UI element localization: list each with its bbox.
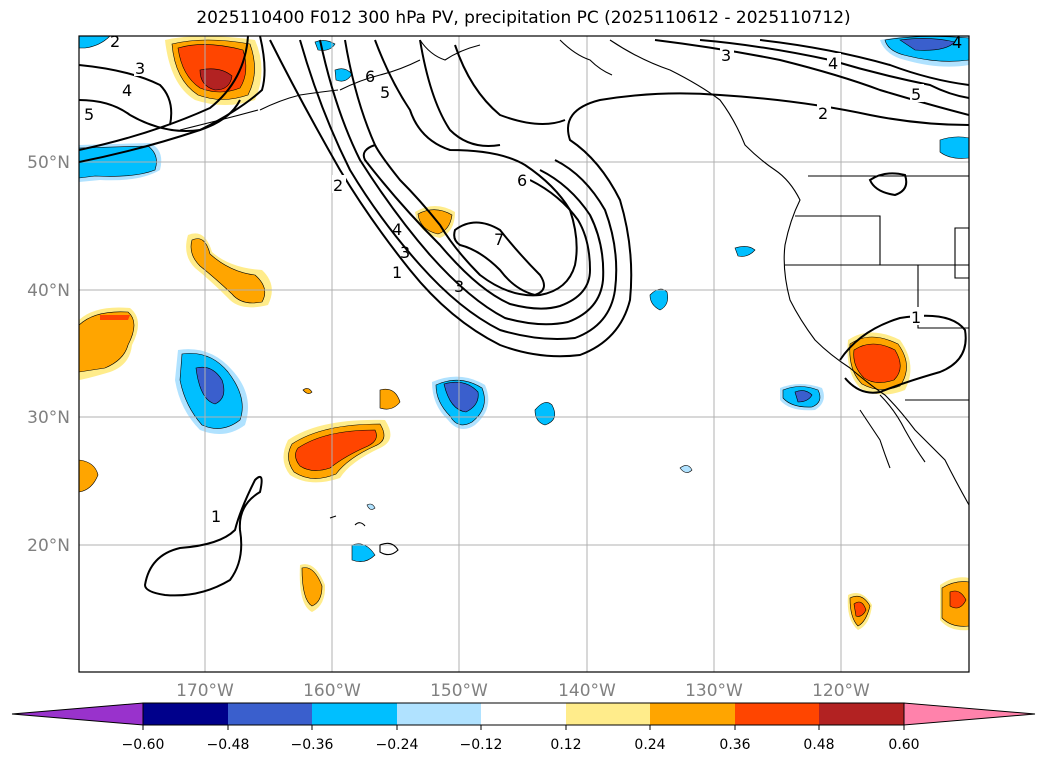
lon-label: 130°W — [685, 681, 743, 701]
contour-label: 4 — [952, 33, 962, 52]
colorbar-tick-label: −0.60 — [122, 737, 165, 753]
contour-label: 4 — [828, 54, 838, 73]
lon-label: 170°W — [176, 681, 234, 701]
colorbar: −0.60 −0.48 −0.36 −0.24 −0.12 0.12 0.24 … — [11, 702, 1036, 753]
contour-label: 2 — [110, 32, 120, 51]
lon-label: 140°W — [558, 681, 616, 701]
colorbar-segment — [143, 703, 228, 725]
contour-label: 2 — [818, 104, 828, 123]
contour-label: 4 — [122, 81, 132, 100]
pv-contours — [79, 36, 969, 597]
colorbar-tick-label: 0.48 — [803, 737, 834, 753]
latitude-labels: 50°N 40°N 30°N 20°N — [27, 153, 70, 556]
colorbar-segment — [397, 703, 481, 725]
contour-label: 1 — [911, 308, 921, 327]
lat-label: 40°N — [27, 281, 70, 301]
colorbar-extend-high — [903, 702, 1036, 726]
colorbar-tick-label: 0.24 — [634, 737, 665, 753]
coastlines — [179, 39, 969, 556]
colorbar-tick-label: 0.36 — [719, 737, 750, 753]
colorbar-segment — [735, 703, 819, 725]
contour-label: 3 — [135, 59, 145, 78]
lon-label: 160°W — [303, 681, 361, 701]
colorbar-segment — [819, 703, 904, 725]
colorbar-segment — [481, 703, 566, 725]
contour-label: 5 — [84, 105, 94, 124]
contour-label: 2 — [333, 176, 343, 195]
contour-label: 6 — [365, 67, 375, 86]
longitude-labels: 170°W 160°W 150°W 140°W 130°W 120°W — [176, 681, 870, 701]
colorbar-segment — [228, 703, 312, 725]
precipitation-shading — [79, 36, 969, 631]
lat-label: 50°N — [27, 153, 70, 173]
contour-label: 7 — [494, 230, 504, 249]
map-title: 2025110400 F012 300 hPa PV, precipitatio… — [196, 8, 851, 28]
colorbar-segment — [650, 703, 735, 725]
contour-label: 1 — [392, 263, 402, 282]
contour-label: 6 — [517, 171, 527, 190]
map-background — [79, 36, 969, 672]
lat-label: 20°N — [27, 536, 70, 556]
contour-label: 4 — [392, 220, 402, 239]
colorbar-extend-low — [11, 702, 144, 726]
colorbar-tick-label: 0.60 — [888, 737, 919, 753]
contour-label: 5 — [911, 85, 921, 104]
contour-label: 5 — [380, 83, 390, 102]
lon-label: 120°W — [812, 681, 870, 701]
map-frame — [78, 35, 970, 673]
colorbar-tick-label: −0.12 — [460, 737, 503, 753]
contour-labels: 3 4 2 5 2 4 3 1 3 6 7 5 6 3 4 2 5 4 — [84, 32, 962, 526]
contour-label: 3 — [721, 46, 731, 65]
colorbar-segment — [566, 703, 650, 725]
contour-label: 3 — [400, 243, 410, 262]
lon-label: 150°W — [430, 681, 488, 701]
contour-label: 3 — [454, 277, 464, 296]
colorbar-tick-label: −0.48 — [207, 737, 250, 753]
colorbar-segment — [312, 703, 397, 725]
lat-label: 30°N — [27, 408, 70, 428]
graticule — [79, 36, 969, 672]
contour-label: 1 — [211, 507, 221, 526]
colorbar-tick-label: −0.36 — [291, 737, 334, 753]
colorbar-outline — [142, 702, 905, 726]
colorbar-tick-label: 0.12 — [550, 737, 581, 753]
colorbar-tick-label: −0.24 — [376, 737, 419, 753]
